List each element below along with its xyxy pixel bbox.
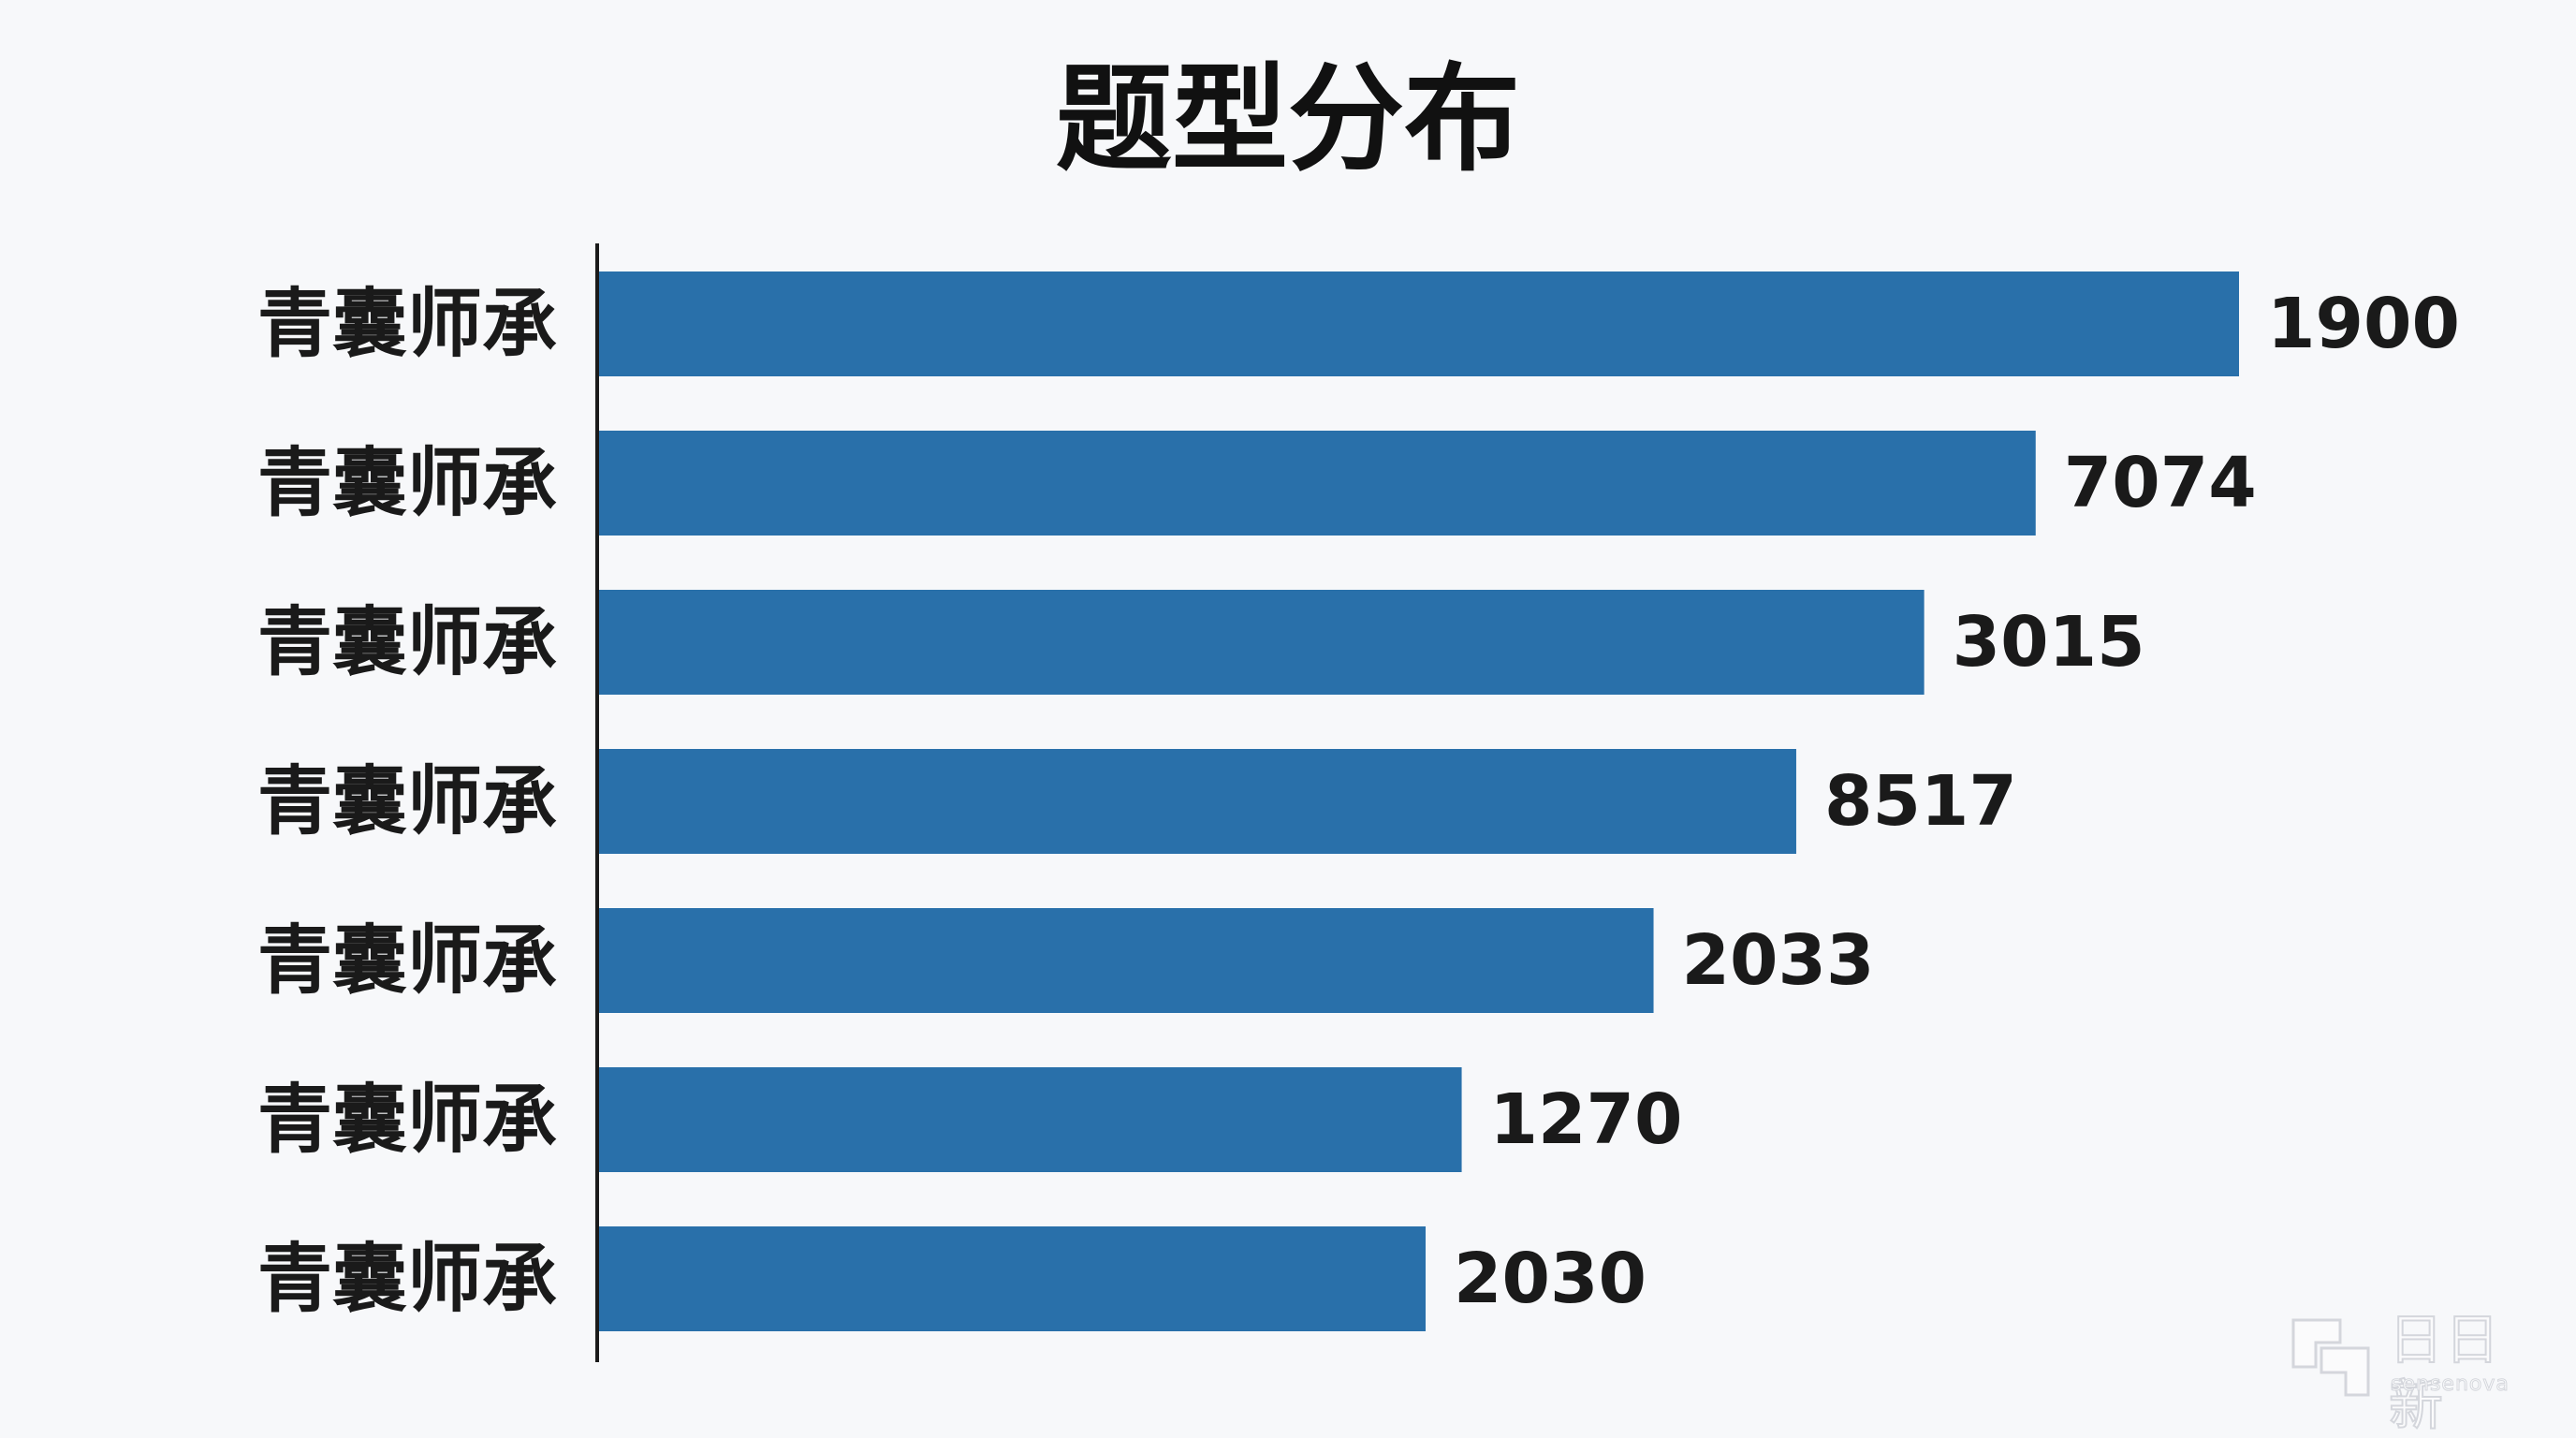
bar-1 xyxy=(599,431,2036,536)
watermark-brand-en: sensenova xyxy=(2391,1372,2510,1397)
bar-0 xyxy=(599,271,2239,376)
category-label-1: 青囊师承 xyxy=(257,440,557,527)
bar-3 xyxy=(599,749,1796,854)
value-label-2: 3015 xyxy=(1953,602,2145,682)
value-label-4: 2033 xyxy=(1682,920,1875,1001)
category-label-2: 青囊师承 xyxy=(257,599,557,686)
watermark-logo: 日日新 sensenova xyxy=(2284,1307,2546,1438)
value-label-1: 7074 xyxy=(2064,443,2257,523)
bar-2 xyxy=(599,590,1925,695)
value-label-0: 1900 xyxy=(2267,284,2460,364)
value-label-3: 8517 xyxy=(1824,761,2017,842)
bar-5 xyxy=(599,1067,1462,1172)
bar-6 xyxy=(599,1226,1427,1331)
category-label-5: 青囊师承 xyxy=(257,1077,557,1164)
category-label-4: 青囊师承 xyxy=(257,917,557,1005)
bar-4 xyxy=(599,908,1654,1013)
category-label-3: 青囊师承 xyxy=(257,758,557,845)
chart-title: 题型分布 xyxy=(1055,52,1520,187)
category-label-0: 青囊师承 xyxy=(257,281,557,368)
category-label-6: 青囊师承 xyxy=(257,1236,557,1323)
sensenova-logo-icon xyxy=(2291,1318,2370,1397)
value-label-6: 2030 xyxy=(1454,1239,1647,1319)
value-label-5: 1270 xyxy=(1490,1079,1683,1160)
watermark-brand-cn: 日日新 xyxy=(2388,1307,2502,1438)
